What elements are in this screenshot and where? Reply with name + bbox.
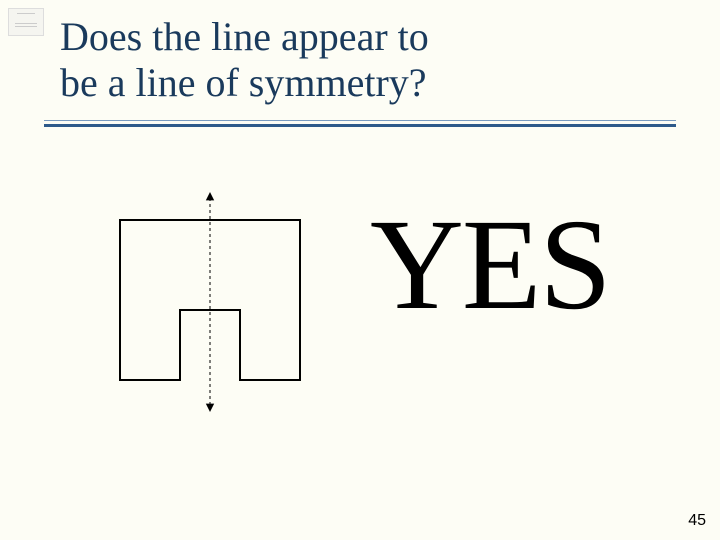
- page-number: 45: [688, 512, 706, 530]
- rule-thin: [44, 120, 676, 121]
- answer-text: YES: [370, 190, 610, 340]
- slide-title: Does the line appear to be a line of sym…: [60, 14, 429, 106]
- title-line-1: Does the line appear to: [60, 14, 429, 59]
- title-underline: [44, 120, 676, 127]
- logo-placeholder: [8, 8, 44, 36]
- figure-svg: [100, 190, 320, 420]
- title-line-2: be a line of symmetry?: [60, 60, 427, 105]
- symmetry-figure: [100, 190, 320, 420]
- symmetry-axis: [206, 192, 214, 412]
- rule-thick: [44, 124, 676, 127]
